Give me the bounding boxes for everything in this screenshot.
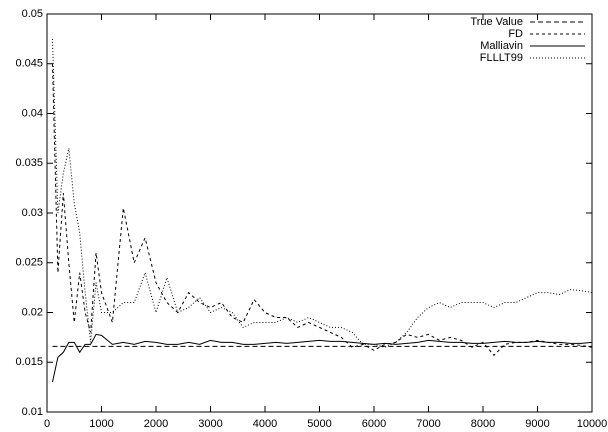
y-tick-label: 0.015: [15, 356, 43, 368]
legend-label: Malliavin: [480, 40, 523, 52]
y-tick-label: 0.05: [22, 8, 43, 20]
x-tick-label: 10000: [577, 418, 608, 430]
y-tick-label: 0.025: [15, 257, 43, 269]
y-tick-label: 0.045: [15, 58, 43, 70]
x-tick-label: 7000: [416, 418, 440, 430]
legend-label: True Value: [470, 16, 523, 28]
series-line: [51, 333, 593, 383]
x-tick-label: 2000: [144, 418, 168, 430]
plot-frame: [46, 13, 593, 413]
legend-label: FD: [508, 28, 523, 40]
series-line: [51, 63, 593, 357]
y-tick-label: 0.03: [22, 207, 43, 219]
x-tick-label: 4000: [253, 418, 277, 430]
x-tick-label: 3000: [198, 418, 222, 430]
y-tick-label: 0.04: [22, 107, 43, 119]
x-tick-label: 9000: [525, 418, 549, 430]
x-tick-label: 1000: [89, 418, 113, 430]
x-tick-label: 6000: [362, 418, 386, 430]
x-tick-label: 8000: [471, 418, 495, 430]
legend-label: FLLLT99: [480, 52, 523, 64]
y-tick-label: 0.02: [22, 306, 43, 318]
x-tick-label: 0: [44, 418, 50, 430]
y-tick-label: 0.01: [22, 406, 43, 418]
series-line: [51, 38, 593, 348]
y-tick-label: 0.035: [15, 157, 43, 169]
x-tick-label: 5000: [307, 418, 331, 430]
